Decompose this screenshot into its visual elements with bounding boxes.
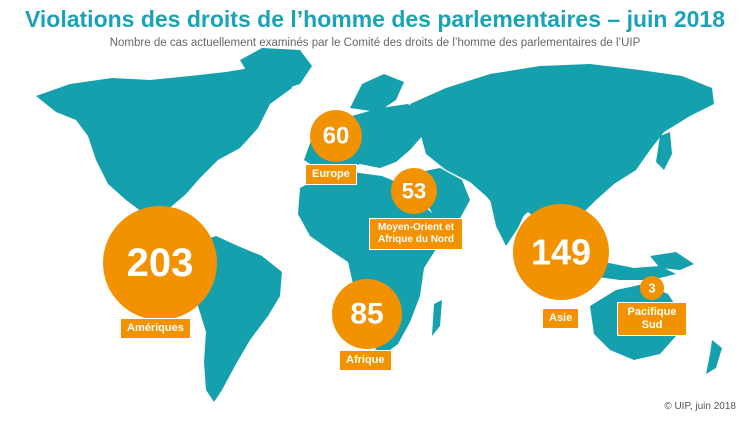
count-asie: 149: [531, 232, 591, 273]
copyright-notice: © UIP, juin 2018: [664, 401, 736, 412]
bubble-ameriques: [103, 206, 217, 320]
count-pacifique: 3: [648, 281, 655, 296]
label-afrique: Afrique: [339, 350, 392, 371]
map-subtitle: Nombre de cas actuellement examinés par …: [109, 37, 641, 49]
bubble-pacifique: [640, 276, 664, 300]
region-bubbles: 203 60 53 85 149 3: [103, 110, 664, 349]
landmass-greenland: [240, 48, 312, 92]
label-moyen-orient: Moyen-Orient et Afrique du Nord: [369, 218, 463, 250]
landmass-new-zealand: [706, 340, 722, 374]
landmass-new-guinea: [650, 252, 694, 270]
count-moyen-orient: 53: [402, 179, 426, 204]
count-ameriques: 203: [127, 241, 194, 285]
bubble-moyen-orient: [391, 168, 437, 214]
landmass-india: [488, 188, 528, 246]
label-pacifique: Pacifique Sud: [617, 302, 687, 336]
landmass-north-america: [36, 66, 292, 214]
bubble-europe: [310, 110, 362, 162]
bubble-afrique: [332, 279, 402, 349]
map-title: Violations des droits de l’homme des par…: [24, 6, 726, 32]
bubble-asie: [513, 204, 609, 300]
landmass-madagascar: [432, 300, 442, 336]
label-europe: Europe: [305, 164, 357, 185]
landmass-asia: [410, 64, 714, 230]
count-europe: 60: [323, 123, 350, 150]
landmass-scandinavia: [350, 74, 404, 112]
label-ameriques: Amériques: [120, 318, 191, 339]
label-asie: Asie: [542, 308, 580, 329]
landmass-japan: [656, 132, 672, 170]
count-afrique: 85: [350, 298, 383, 331]
